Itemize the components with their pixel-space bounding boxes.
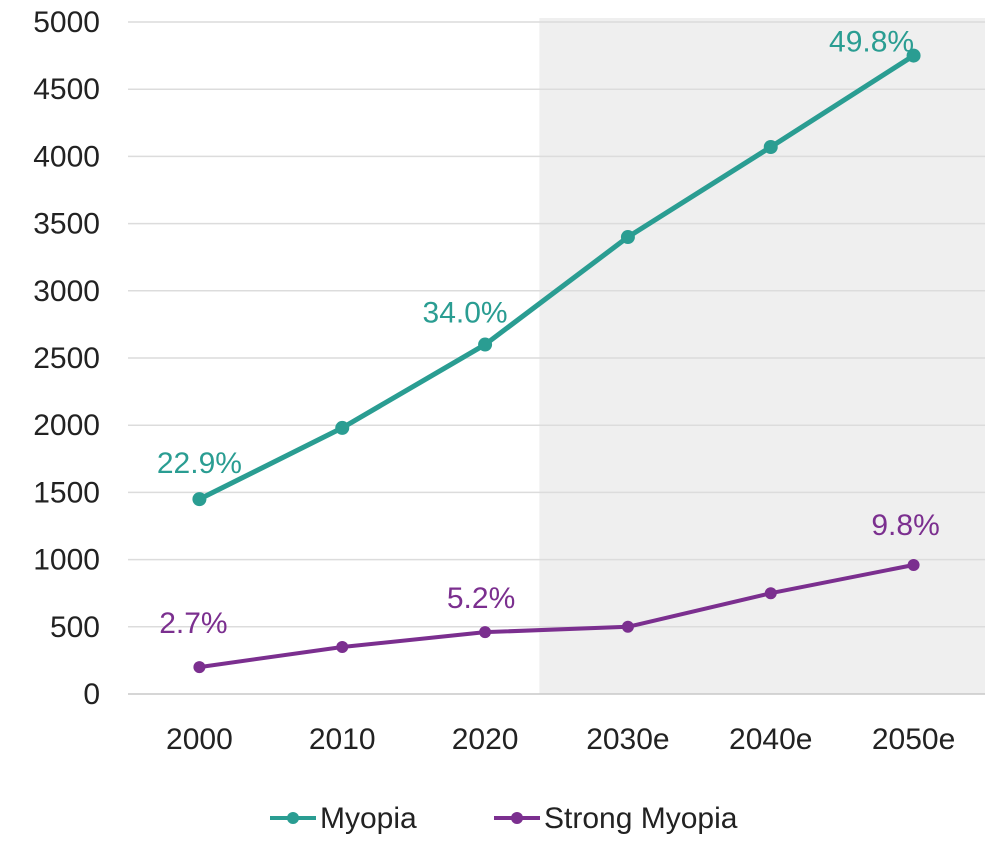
y-tick-label: 1500	[33, 476, 100, 509]
y-tick-label: 4000	[33, 140, 100, 173]
legend-label: Myopia	[320, 802, 417, 835]
x-tick-label: 2050e	[872, 723, 955, 756]
data-label: 5.2%	[447, 582, 515, 615]
data-point	[621, 620, 634, 633]
data-point	[763, 139, 778, 154]
series-line-myopia	[196, 53, 917, 502]
x-tick-label: 2040e	[729, 723, 812, 756]
data-point	[620, 230, 635, 245]
x-tick-label: 2030e	[586, 723, 669, 756]
legend-label: Strong Myopia	[544, 802, 738, 835]
data-label: 34.0%	[423, 297, 508, 330]
legend[interactable]: Myopia Strong Myopia	[270, 802, 738, 835]
data-label: 9.8%	[871, 509, 939, 542]
legend-swatch-marker	[511, 812, 523, 824]
y-tick-label: 2000	[33, 409, 100, 442]
data-label: 22.9%	[157, 447, 242, 480]
data-point	[907, 558, 920, 571]
x-tick-label: 2000	[166, 723, 233, 756]
legend-item-myopia[interactable]: Myopia	[270, 802, 417, 835]
x-tick-label: 2020	[452, 723, 519, 756]
data-point	[336, 640, 349, 653]
projection-shaded-region	[539, 18, 985, 694]
data-label: 49.8%	[829, 26, 914, 59]
series-line-strong-myopia	[197, 562, 916, 670]
data-point	[335, 420, 350, 435]
data-point	[906, 48, 921, 63]
y-tick-label: 1000	[33, 544, 100, 577]
legend-swatch-marker	[287, 812, 299, 824]
y-axis-tick-labels: 0 500 1000 1500 2000 2500 3000 3500 4000 4500 5000	[33, 6, 100, 711]
data-point	[193, 661, 206, 674]
y-tick-label: 3500	[33, 208, 100, 241]
shaded-region	[539, 18, 985, 694]
y-tick-label: 500	[50, 611, 100, 644]
gridlines	[128, 21, 985, 695]
data-point	[192, 492, 207, 507]
series-lines	[192, 48, 921, 674]
x-axis-tick-labels: 2000 2010 2020 2030e 2040e 2050e	[166, 723, 955, 756]
y-tick-label: 2500	[33, 342, 100, 375]
y-tick-label: 4500	[33, 73, 100, 106]
x-tick-label: 2010	[309, 723, 376, 756]
y-tick-label: 0	[83, 678, 100, 711]
data-labels: 22.9% 34.0% 49.8% 2.7% 5.2% 9.8%	[157, 26, 940, 641]
y-tick-label: 3000	[33, 275, 100, 308]
legend-item-strong-myopia[interactable]: Strong Myopia	[494, 802, 738, 835]
data-point	[764, 587, 777, 600]
y-tick-label: 5000	[33, 6, 100, 39]
data-label: 2.7%	[159, 607, 227, 640]
data-point	[478, 337, 493, 352]
data-point	[479, 626, 492, 639]
